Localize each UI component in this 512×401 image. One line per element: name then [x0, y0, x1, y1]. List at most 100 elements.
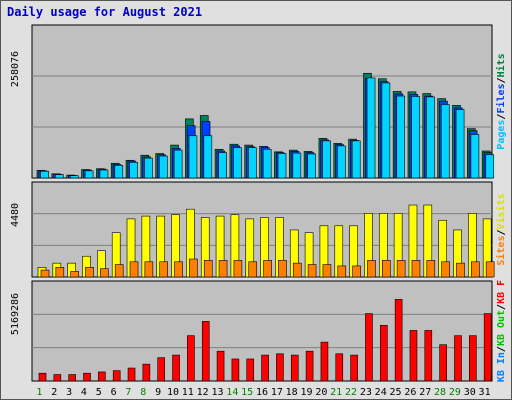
bar-kb-f-day-22	[350, 354, 358, 382]
bar-kb-f-day-15	[246, 358, 255, 382]
bar-pages-day-19	[307, 153, 316, 179]
bar-pages-day-28	[440, 104, 450, 179]
bar-pages-day-11	[188, 135, 198, 179]
x-tick-label-day-9: 9	[155, 387, 161, 398]
x-tick-label-day-27: 27	[419, 387, 431, 398]
bar-pages-day-14	[233, 147, 242, 179]
bar-sites-day-13	[218, 260, 228, 278]
x-tick-label-day-4: 4	[81, 387, 87, 398]
bar-pages-day-29	[455, 109, 465, 179]
bar-kb-f-day-14	[231, 358, 240, 382]
bar-kb-f-day-13	[216, 350, 225, 382]
x-tick-label-day-24: 24	[375, 387, 387, 398]
bar-sites-day-24	[381, 260, 391, 278]
bar-kb-f-day-24	[379, 324, 388, 382]
legend-entry: /	[496, 77, 507, 83]
bar-sites-day-27	[426, 260, 436, 278]
bar-kb-f-day-5	[98, 371, 106, 382]
bar-kb-f-day-3	[68, 374, 76, 382]
chart-title: Daily usage for August 2021	[7, 5, 203, 19]
bar-pages-day-7	[129, 162, 138, 179]
bar-sites-day-26	[411, 260, 421, 278]
panel-2-legend: Sites/Visits	[495, 193, 507, 265]
bar-pages-day-4	[84, 170, 94, 179]
bar-pages-day-31	[485, 154, 495, 179]
bar-pages-day-3	[69, 175, 79, 179]
bar-kb-f-day-29	[454, 335, 462, 382]
legend-entry: KB Out	[496, 310, 507, 346]
x-tick-label-day-11: 11	[182, 387, 194, 398]
bar-kb-f-day-1	[38, 372, 47, 382]
legend-entry: /	[496, 346, 507, 352]
x-tick-label-day-8: 8	[140, 387, 146, 398]
bar-kb-f-day-27	[424, 330, 433, 382]
bar-pages-day-9	[159, 155, 168, 179]
legend-entry: Sites	[495, 236, 507, 266]
x-tick-label-day-19: 19	[300, 387, 312, 398]
bar-sites-day-7	[129, 261, 139, 278]
bar-kb-f-day-4	[83, 372, 91, 382]
bar-sites-day-11	[189, 258, 198, 278]
bar-kb-f-day-2	[53, 374, 62, 382]
panel-3-ymax-label: 5169286	[10, 293, 21, 335]
bar-sites-day-12	[203, 260, 213, 278]
bar-pages-day-5	[99, 169, 109, 179]
bar-sites-day-29	[456, 262, 465, 278]
bar-kb-f-day-10	[172, 354, 180, 382]
x-tick-label-day-17: 17	[271, 387, 283, 398]
x-tick-label-day-5: 5	[96, 387, 102, 398]
legend-entry: /	[496, 304, 507, 310]
bar-kb-f-day-9	[157, 357, 166, 382]
panel-3-legend: KB In/KB Out/KB F	[496, 280, 507, 382]
bar-kb-f-day-31	[483, 313, 492, 382]
bar-sites-day-20	[322, 264, 332, 278]
x-tick-label-day-29: 29	[449, 387, 461, 398]
bar-kb-f-day-19	[305, 350, 314, 382]
bar-pages-day-18	[292, 152, 302, 179]
legend-entry: KB F	[496, 280, 507, 304]
x-tick-label-day-22: 22	[345, 387, 357, 398]
bar-kb-f-day-26	[409, 330, 418, 382]
bar-pages-day-16	[262, 148, 272, 179]
bar-sites-day-15	[248, 261, 258, 278]
bar-sites-day-19	[307, 264, 317, 278]
bar-kb-f-day-25	[394, 299, 403, 382]
bar-sites-day-17	[278, 260, 287, 278]
panel-1-ymax-label: 258076	[10, 51, 21, 87]
x-tick-label-day-2: 2	[51, 387, 57, 398]
x-tick-label-day-20: 20	[315, 387, 327, 398]
x-tick-label-day-28: 28	[434, 387, 446, 398]
bar-sites-day-8	[144, 261, 154, 278]
bar-pages-day-12	[203, 135, 213, 179]
bar-kb-f-day-11	[187, 335, 195, 382]
bar-kb-f-day-18	[290, 354, 299, 382]
x-tick-label-day-21: 21	[330, 387, 342, 398]
x-tick-label-day-26: 26	[404, 387, 416, 398]
x-tick-label-day-13: 13	[211, 387, 223, 398]
x-tick-label-day-25: 25	[390, 387, 402, 398]
bar-sites-day-3	[70, 271, 79, 278]
panel-1-legend: Pages/Files/Hits	[495, 53, 507, 149]
bar-pages-day-6	[114, 165, 124, 179]
bar-sites-day-22	[352, 265, 361, 278]
bar-kb-f-day-30	[469, 335, 477, 382]
bar-kb-f-day-17	[276, 353, 284, 382]
bar-pages-day-15	[248, 147, 257, 179]
legend-entry: Visits	[495, 193, 507, 229]
bar-pages-day-8	[144, 157, 153, 179]
bar-kb-f-day-16	[261, 354, 269, 382]
bar-sites-day-5	[100, 268, 109, 278]
bar-sites-day-30	[471, 261, 480, 278]
bar-kb-f-day-20	[320, 341, 329, 382]
bar-pages-day-30	[470, 134, 480, 179]
bar-pages-day-24	[381, 82, 391, 179]
x-tick-label-day-30: 30	[464, 387, 476, 398]
x-tick-label-day-3: 3	[66, 387, 72, 398]
bar-kb-f-day-8	[142, 363, 151, 382]
x-tick-label-day-7: 7	[125, 387, 131, 398]
bar-pages-day-13	[218, 152, 227, 179]
x-tick-label-day-12: 12	[197, 387, 209, 398]
bar-kb-f-day-7	[127, 367, 136, 382]
legend-entry: /	[496, 229, 507, 235]
